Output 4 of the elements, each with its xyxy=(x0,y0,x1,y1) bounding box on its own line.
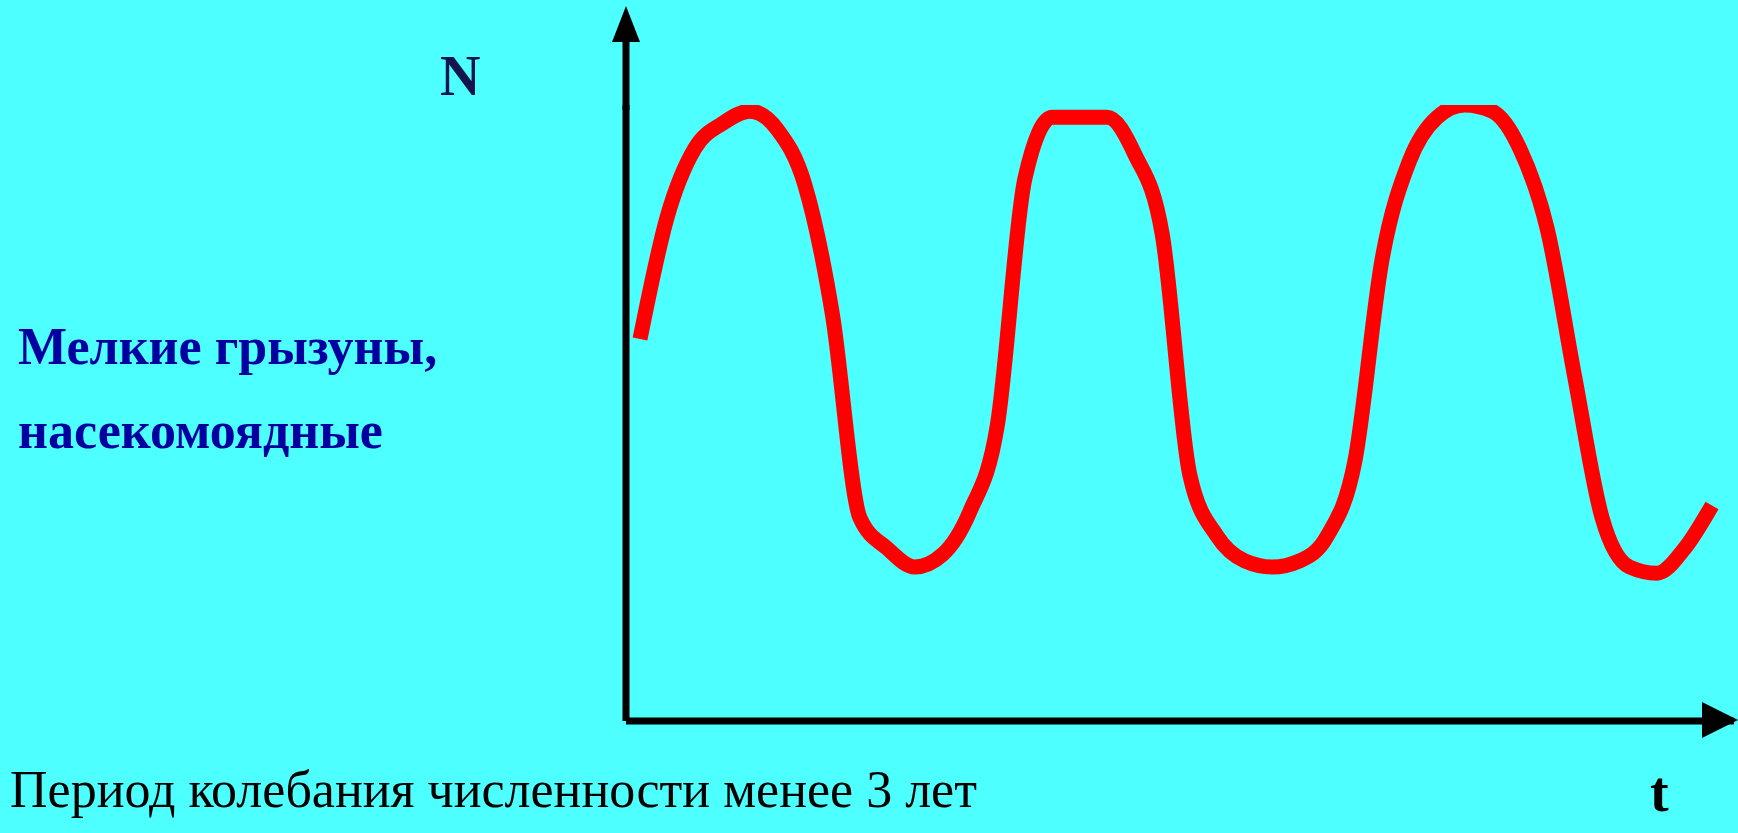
text: Мелкие грызуны, насекомоядные xyxy=(18,317,439,461)
x-axis-title: t xyxy=(1650,760,1669,824)
text: Период колебания численности менее 3 лет xyxy=(10,760,977,819)
y-axis-title: N xyxy=(440,44,481,108)
